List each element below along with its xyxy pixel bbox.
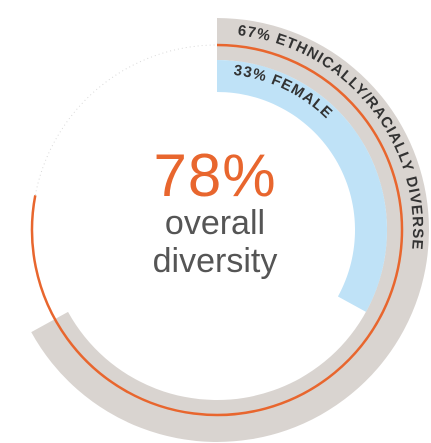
center-readout: 78% overall diversity [115, 142, 315, 281]
overall-diversity-value: 78% [153, 142, 277, 209]
female-arc [217, 60, 388, 312]
overall-diversity-arc [30, 43, 404, 417]
overall-label-line1: overall [164, 204, 266, 242]
overall-label-line2: diversity [152, 242, 278, 280]
